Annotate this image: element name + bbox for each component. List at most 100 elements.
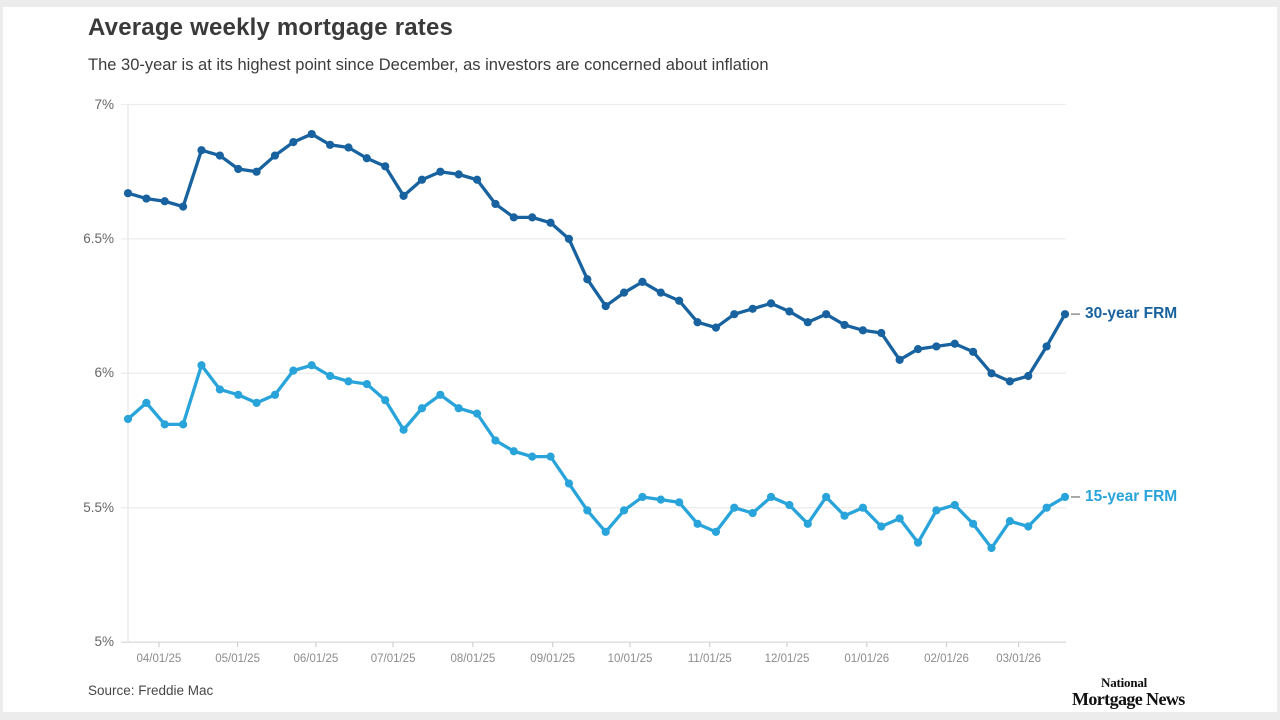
page-subtitle: The 30-year is at its highest point sinc… xyxy=(88,56,769,74)
series-marker-15-year-frm xyxy=(454,404,463,413)
series-marker-15-year-frm xyxy=(1024,522,1033,531)
series-marker-30-year-frm xyxy=(307,129,316,139)
series-marker-15-year-frm xyxy=(160,420,169,429)
series-line-30-year-frm xyxy=(126,132,1067,384)
series-marker-15-year-frm xyxy=(546,452,555,461)
series-marker-15-year-frm xyxy=(509,447,518,456)
series-marker-15-year-frm xyxy=(528,452,537,461)
series-marker-30-year-frm xyxy=(877,328,886,338)
series-marker-30-year-frm xyxy=(895,355,904,364)
series-marker-15-year-frm xyxy=(693,519,702,528)
source-attribution: Source: Freddie Mac xyxy=(88,683,214,698)
x-axis-label-11/01/25: 11/01/25 xyxy=(687,653,732,666)
series-marker-30-year-frm xyxy=(179,202,188,211)
y-axis-label-6%: 6% xyxy=(94,365,114,381)
series-marker-15-year-frm xyxy=(1060,492,1070,502)
series-marker-15-year-frm xyxy=(344,377,353,386)
series-marker-15-year-frm xyxy=(969,519,978,528)
series-marker-30-year-frm xyxy=(638,277,647,287)
series-marker-15-year-frm xyxy=(197,361,206,370)
series-marker-15-year-frm xyxy=(142,398,151,407)
x-axis-label-07/01/25: 07/01/25 xyxy=(370,653,416,666)
series-marker-30-year-frm xyxy=(289,138,298,147)
x-axis-label-06/01/25: 06/01/25 xyxy=(293,653,339,666)
x-axis-label-02/01/26: 02/01/26 xyxy=(924,653,969,666)
series-marker-15-year-frm xyxy=(987,543,996,553)
series-marker-15-year-frm xyxy=(822,492,831,502)
series-marker-15-year-frm xyxy=(766,492,776,502)
series-marker-30-year-frm xyxy=(1024,371,1033,381)
series-marker-15-year-frm xyxy=(179,420,188,429)
series-marker-30-year-frm xyxy=(822,310,831,319)
series-marker-30-year-frm xyxy=(436,167,445,176)
series-marker-30-year-frm xyxy=(546,218,555,227)
series-marker-15-year-frm xyxy=(325,371,335,381)
series-marker-30-year-frm xyxy=(583,275,592,284)
y-axis-label-5.5%: 5.5% xyxy=(83,499,114,515)
series-marker-15-year-frm xyxy=(123,414,133,424)
series-marker-15-year-frm xyxy=(234,390,243,399)
series-marker-15-year-frm xyxy=(656,495,665,504)
series-marker-15-year-frm xyxy=(601,527,610,536)
series-marker-30-year-frm xyxy=(803,318,812,327)
series-marker-15-year-frm xyxy=(932,506,941,515)
series-marker-30-year-frm xyxy=(454,170,463,179)
series-marker-30-year-frm xyxy=(344,143,353,152)
series-marker-15-year-frm xyxy=(675,498,684,507)
series-marker-15-year-frm xyxy=(252,398,261,407)
series-marker-15-year-frm xyxy=(895,514,904,523)
series-marker-15-year-frm xyxy=(803,519,812,528)
series-marker-15-year-frm xyxy=(619,506,629,515)
series-marker-30-year-frm xyxy=(564,234,574,243)
series-marker-30-year-frm xyxy=(932,342,941,351)
series-marker-15-year-frm xyxy=(436,390,445,399)
series-marker-15-year-frm xyxy=(711,527,721,536)
series-marker-30-year-frm xyxy=(619,288,629,297)
series-marker-15-year-frm xyxy=(472,409,482,418)
series-marker-15-year-frm xyxy=(1042,503,1051,512)
series-marker-30-year-frm xyxy=(197,146,206,155)
series-marker-15-year-frm xyxy=(785,500,794,510)
page-background: Average weekly mortgage rates The 30-yea… xyxy=(3,7,1277,712)
series-marker-15-year-frm xyxy=(583,506,592,515)
series-marker-30-year-frm xyxy=(142,194,151,203)
series-marker-15-year-frm xyxy=(858,503,868,512)
series-marker-15-year-frm xyxy=(877,522,886,531)
series-marker-15-year-frm xyxy=(840,511,849,520)
series-marker-15-year-frm xyxy=(270,390,280,399)
series-marker-15-year-frm xyxy=(307,361,316,370)
series-marker-15-year-frm xyxy=(950,500,959,510)
series-marker-30-year-frm xyxy=(215,151,224,160)
series-marker-30-year-frm xyxy=(509,213,518,222)
page-title: Average weekly mortgage rates xyxy=(88,14,454,41)
x-axis-label-09/01/25: 09/01/25 xyxy=(530,653,576,666)
series-marker-30-year-frm xyxy=(381,162,390,171)
y-axis-label-6.5%: 6.5% xyxy=(83,230,114,246)
series-marker-15-year-frm xyxy=(748,508,757,518)
legend-30-year-frm-label: 30-year FRM xyxy=(1085,305,1178,323)
series-marker-30-year-frm xyxy=(252,167,261,176)
series-marker-15-year-frm xyxy=(491,436,500,445)
series-marker-30-year-frm xyxy=(1042,342,1051,351)
y-axis-label-7%: 7% xyxy=(94,96,114,112)
series-marker-30-year-frm xyxy=(1005,377,1014,386)
x-axis-label-08/01/25: 08/01/25 xyxy=(450,653,496,666)
series-marker-15-year-frm xyxy=(913,538,923,547)
mortgage-rates-line-chart xyxy=(121,103,1080,648)
series-marker-30-year-frm xyxy=(601,302,610,311)
series-marker-15-year-frm xyxy=(399,425,408,434)
series-marker-30-year-frm xyxy=(913,345,923,354)
series-marker-30-year-frm xyxy=(399,191,408,200)
series-marker-15-year-frm xyxy=(730,503,739,512)
series-marker-30-year-frm xyxy=(362,154,371,163)
y-axis-label-5%: 5% xyxy=(94,634,114,650)
series-marker-30-year-frm xyxy=(675,296,684,305)
x-axis-label-03/01/26: 03/01/26 xyxy=(996,653,1041,666)
series-marker-30-year-frm xyxy=(491,199,500,209)
logo-line-2: Mortgage News xyxy=(1072,689,1185,709)
series-line-15-year-frm xyxy=(126,363,1067,550)
series-marker-30-year-frm xyxy=(858,326,868,335)
series-marker-30-year-frm xyxy=(730,310,739,319)
series-marker-30-year-frm xyxy=(270,151,280,160)
series-marker-15-year-frm xyxy=(381,396,390,405)
